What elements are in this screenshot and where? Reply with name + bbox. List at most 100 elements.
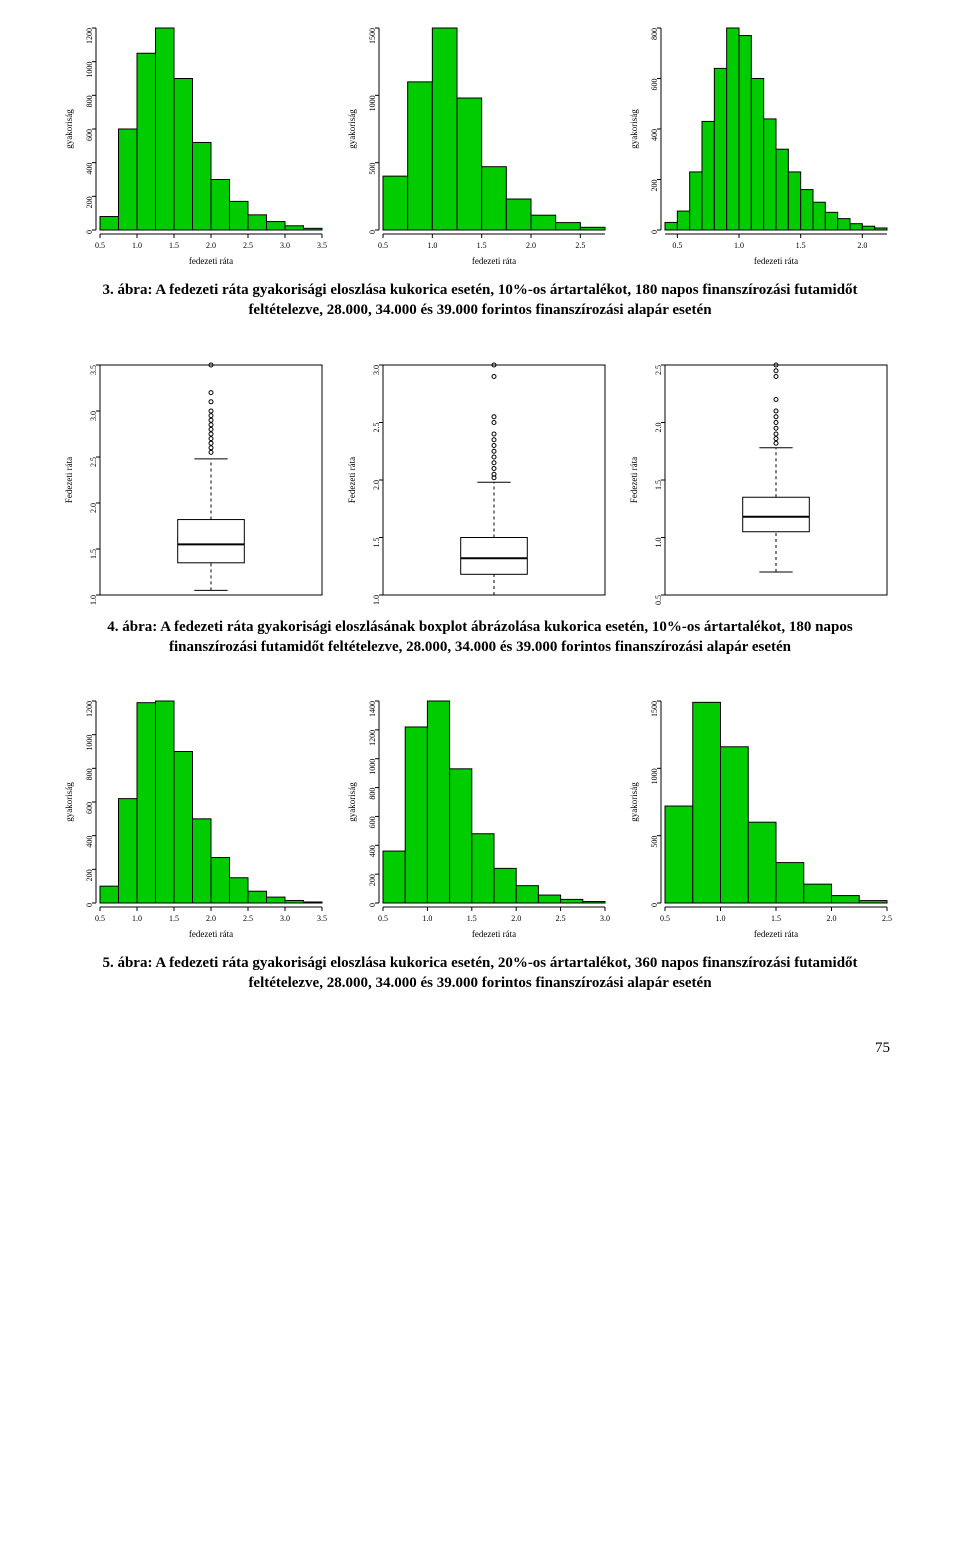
svg-text:fedezeti ráta: fedezeti ráta bbox=[472, 929, 516, 939]
svg-text:2.5: 2.5 bbox=[575, 241, 585, 250]
svg-text:1.0: 1.0 bbox=[734, 241, 744, 250]
svg-text:Fedezeti ráta: Fedezeti ráta bbox=[64, 456, 74, 502]
hist-1-2: 0.51.01.52.02.5050010001500fedezeti ráta… bbox=[343, 20, 618, 270]
svg-text:0.5: 0.5 bbox=[673, 241, 683, 250]
box-2-3: 0.51.01.52.02.5Fedezeti ráta bbox=[625, 357, 900, 607]
svg-text:200: 200 bbox=[85, 196, 94, 208]
svg-text:Fedezeti ráta: Fedezeti ráta bbox=[347, 456, 357, 502]
svg-text:1.5: 1.5 bbox=[466, 914, 476, 923]
svg-text:3.0: 3.0 bbox=[280, 241, 290, 250]
svg-text:800: 800 bbox=[85, 95, 94, 107]
svg-text:2.5: 2.5 bbox=[555, 914, 565, 923]
svg-text:2.5: 2.5 bbox=[243, 241, 253, 250]
svg-text:1.5: 1.5 bbox=[372, 537, 381, 547]
svg-text:3.5: 3.5 bbox=[89, 365, 98, 375]
box-2-1: 1.01.52.02.53.03.5Fedezeti ráta bbox=[60, 357, 335, 607]
svg-text:1.0: 1.0 bbox=[427, 241, 437, 250]
row1-histograms: 0.51.01.52.02.53.03.50200400600800100012… bbox=[60, 20, 900, 270]
svg-text:3.0: 3.0 bbox=[89, 411, 98, 421]
svg-text:1.0: 1.0 bbox=[422, 914, 432, 923]
svg-text:Fedezeti ráta: Fedezeti ráta bbox=[629, 456, 639, 502]
svg-text:2.5: 2.5 bbox=[654, 365, 663, 375]
svg-text:800: 800 bbox=[650, 28, 659, 40]
svg-text:2.5: 2.5 bbox=[89, 457, 98, 467]
svg-text:1000: 1000 bbox=[368, 759, 377, 775]
svg-text:1000: 1000 bbox=[368, 95, 377, 111]
caption-row2: 4. ábra: A fedezeti ráta gyakorisági elo… bbox=[100, 617, 860, 658]
page-number: 75 bbox=[60, 1030, 900, 1057]
svg-text:gyakoriság: gyakoriság bbox=[64, 782, 74, 822]
svg-text:0.5: 0.5 bbox=[95, 914, 105, 923]
svg-text:fedezeti ráta: fedezeti ráta bbox=[754, 256, 798, 266]
svg-text:1.5: 1.5 bbox=[771, 914, 781, 923]
svg-text:gyakoriság: gyakoriság bbox=[347, 782, 357, 822]
hist-3-1: 0.51.01.52.02.53.03.50200400600800100012… bbox=[60, 693, 335, 943]
svg-text:3.0: 3.0 bbox=[280, 914, 290, 923]
svg-text:600: 600 bbox=[85, 129, 94, 141]
svg-text:2.0: 2.0 bbox=[206, 914, 216, 923]
svg-text:400: 400 bbox=[85, 163, 94, 175]
svg-text:0.5: 0.5 bbox=[378, 241, 388, 250]
svg-text:0: 0 bbox=[650, 230, 659, 234]
svg-text:800: 800 bbox=[368, 788, 377, 800]
svg-text:400: 400 bbox=[368, 845, 377, 857]
svg-text:gyakoriság: gyakoriság bbox=[629, 109, 639, 149]
svg-text:200: 200 bbox=[368, 874, 377, 886]
svg-text:500: 500 bbox=[368, 163, 377, 175]
svg-text:1.5: 1.5 bbox=[796, 241, 806, 250]
svg-text:3.0: 3.0 bbox=[600, 914, 610, 923]
hist-1-3: 0.51.01.52.00200400600800fedezeti rátagy… bbox=[625, 20, 900, 270]
svg-text:1.5: 1.5 bbox=[169, 241, 179, 250]
svg-text:1.0: 1.0 bbox=[716, 914, 726, 923]
svg-text:200: 200 bbox=[85, 869, 94, 881]
svg-text:1.5: 1.5 bbox=[654, 480, 663, 490]
svg-text:2.5: 2.5 bbox=[243, 914, 253, 923]
svg-text:1.5: 1.5 bbox=[89, 549, 98, 559]
svg-text:600: 600 bbox=[368, 816, 377, 828]
hist-1-1: 0.51.01.52.02.53.03.50200400600800100012… bbox=[60, 20, 335, 270]
svg-text:2.0: 2.0 bbox=[206, 241, 216, 250]
svg-text:400: 400 bbox=[85, 836, 94, 848]
svg-text:1.0: 1.0 bbox=[132, 914, 142, 923]
svg-text:0: 0 bbox=[85, 230, 94, 234]
svg-text:1000: 1000 bbox=[650, 768, 659, 784]
svg-text:2.5: 2.5 bbox=[372, 422, 381, 432]
svg-text:2.0: 2.0 bbox=[511, 914, 521, 923]
svg-text:3.5: 3.5 bbox=[317, 241, 327, 250]
svg-text:0.5: 0.5 bbox=[378, 914, 388, 923]
row2-boxplots: 1.01.52.02.53.03.5Fedezeti ráta 1.01.52.… bbox=[60, 357, 900, 607]
svg-text:2.0: 2.0 bbox=[858, 241, 868, 250]
svg-text:0: 0 bbox=[368, 230, 377, 234]
svg-text:fedezeti ráta: fedezeti ráta bbox=[189, 929, 233, 939]
svg-text:800: 800 bbox=[85, 768, 94, 780]
svg-text:1200: 1200 bbox=[85, 701, 94, 717]
svg-text:1500: 1500 bbox=[650, 701, 659, 717]
svg-text:0: 0 bbox=[368, 903, 377, 907]
svg-text:fedezeti ráta: fedezeti ráta bbox=[189, 256, 233, 266]
svg-text:1.5: 1.5 bbox=[169, 914, 179, 923]
caption-row3: 5. ábra: A fedezeti ráta gyakorisági elo… bbox=[100, 953, 860, 994]
svg-text:2.0: 2.0 bbox=[654, 422, 663, 432]
svg-text:2.0: 2.0 bbox=[526, 241, 536, 250]
svg-text:600: 600 bbox=[650, 79, 659, 91]
caption-row1: 3. ábra: A fedezeti ráta gyakorisági elo… bbox=[100, 280, 860, 321]
svg-text:1000: 1000 bbox=[85, 735, 94, 751]
svg-text:0: 0 bbox=[85, 903, 94, 907]
svg-text:3.0: 3.0 bbox=[372, 365, 381, 375]
svg-text:2.0: 2.0 bbox=[827, 914, 837, 923]
svg-text:2.0: 2.0 bbox=[89, 503, 98, 513]
svg-text:500: 500 bbox=[650, 836, 659, 848]
svg-text:1500: 1500 bbox=[368, 28, 377, 44]
svg-text:fedezeti ráta: fedezeti ráta bbox=[754, 929, 798, 939]
svg-text:0.5: 0.5 bbox=[654, 595, 663, 605]
svg-text:400: 400 bbox=[650, 129, 659, 141]
svg-text:0.5: 0.5 bbox=[660, 914, 670, 923]
svg-text:3.5: 3.5 bbox=[317, 914, 327, 923]
svg-text:1200: 1200 bbox=[368, 730, 377, 746]
svg-text:gyakoriság: gyakoriság bbox=[629, 782, 639, 822]
svg-text:1400: 1400 bbox=[368, 701, 377, 717]
svg-text:2.5: 2.5 bbox=[882, 914, 892, 923]
svg-text:gyakoriság: gyakoriság bbox=[64, 109, 74, 149]
hist-3-2: 0.5 1.0 1.5 2.0 2.5 3.0 0 200 400 600 800 1000 1200 1… bbox=[343, 693, 618, 943]
svg-text:1.0: 1.0 bbox=[372, 595, 381, 605]
